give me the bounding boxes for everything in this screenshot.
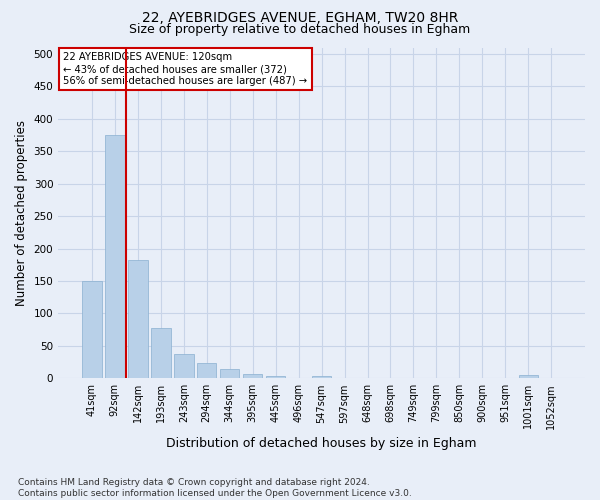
Bar: [266, 376, 286, 378]
Bar: [243, 374, 262, 378]
Text: Size of property relative to detached houses in Egham: Size of property relative to detached ho…: [130, 22, 470, 36]
Bar: [197, 362, 217, 378]
Bar: [220, 369, 239, 378]
Bar: [105, 135, 125, 378]
Bar: [151, 328, 170, 378]
Text: 22 AYEBRIDGES AVENUE: 120sqm
← 43% of detached houses are smaller (372)
56% of s: 22 AYEBRIDGES AVENUE: 120sqm ← 43% of de…: [64, 52, 308, 86]
Bar: [518, 375, 538, 378]
Text: 22, AYEBRIDGES AVENUE, EGHAM, TW20 8HR: 22, AYEBRIDGES AVENUE, EGHAM, TW20 8HR: [142, 12, 458, 26]
Text: Contains HM Land Registry data © Crown copyright and database right 2024.
Contai: Contains HM Land Registry data © Crown c…: [18, 478, 412, 498]
Bar: [82, 281, 101, 378]
Bar: [174, 354, 194, 378]
Y-axis label: Number of detached properties: Number of detached properties: [15, 120, 28, 306]
X-axis label: Distribution of detached houses by size in Egham: Distribution of detached houses by size …: [166, 437, 477, 450]
Bar: [312, 376, 331, 378]
Bar: [128, 260, 148, 378]
